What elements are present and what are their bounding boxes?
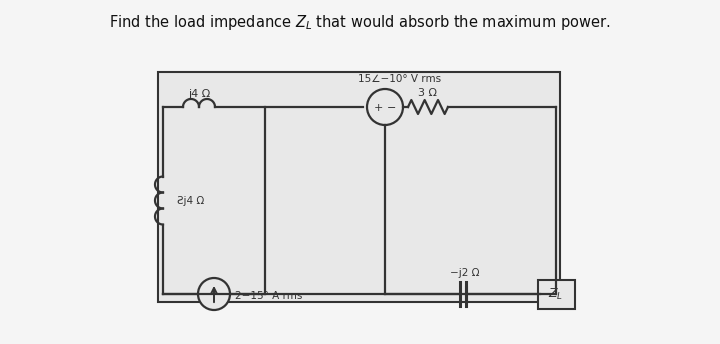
FancyBboxPatch shape (158, 72, 560, 302)
Text: j4 Ω: j4 Ω (188, 89, 210, 99)
Circle shape (198, 278, 230, 310)
FancyBboxPatch shape (538, 279, 575, 309)
Circle shape (367, 89, 403, 125)
Text: −j2 Ω: −j2 Ω (450, 268, 480, 278)
Text: 15∠−10° V rms: 15∠−10° V rms (359, 74, 441, 84)
Text: +: + (373, 103, 383, 113)
Text: Find the load impedance $Z_L$ that would absorb the maximum power.: Find the load impedance $Z_L$ that would… (109, 12, 611, 32)
Text: $Z_L$: $Z_L$ (549, 287, 564, 302)
Text: 2−15° A rms: 2−15° A rms (235, 291, 302, 301)
Text: −: − (387, 103, 397, 113)
Text: Ƨj4 Ω: Ƨj4 Ω (177, 195, 204, 205)
Text: 3 Ω: 3 Ω (418, 88, 438, 98)
